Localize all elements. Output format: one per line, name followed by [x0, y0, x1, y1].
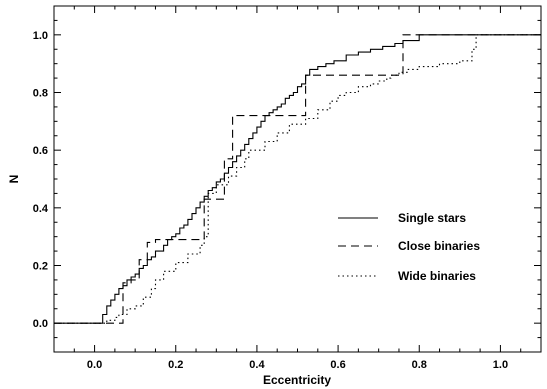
x-tick-label: 0.8 [412, 359, 427, 371]
y-tick-label: 0.8 [33, 88, 48, 100]
y-tick-label: 0.6 [33, 145, 48, 157]
series-line-close-binaries [54, 34, 541, 324]
y-tick-label: 0.2 [33, 261, 48, 273]
y-tick-label: 0.0 [33, 318, 48, 330]
legend-label: Single stars [398, 211, 466, 225]
legend: Single stars Close binaries Wide binaries [338, 211, 480, 283]
x-tick-label: 0.2 [168, 359, 183, 371]
series-line-wide-binaries [54, 34, 541, 324]
y-tick-label: 1.0 [33, 30, 48, 42]
x-tick-label: 0.0 [87, 359, 102, 371]
ticks-layer: 0.0 0.2 0.4 0.6 0.8 1.0 0.0 0.2 0.4 0.6 0.8 1.0 [33, 5, 542, 371]
y-tick-label: 0.4 [33, 203, 49, 215]
plot-frame [53, 5, 542, 353]
legend-label: Wide binaries [398, 269, 476, 283]
x-axis-label: Eccentricity [263, 373, 331, 387]
y-axis-label: N [7, 175, 21, 184]
x-tick-label: 0.4 [249, 359, 265, 371]
x-tick-label: 0.6 [330, 359, 345, 371]
series-layer [54, 34, 541, 324]
x-tick-label: 1.0 [493, 359, 508, 371]
legend-label: Close binaries [398, 239, 480, 253]
series-line-single-stars [54, 34, 541, 324]
